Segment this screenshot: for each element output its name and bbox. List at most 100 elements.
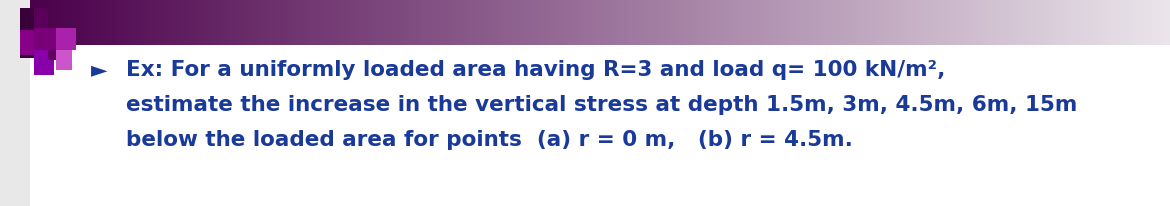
Bar xyxy=(1124,0,1128,45)
Bar xyxy=(455,0,460,45)
Bar xyxy=(349,0,353,45)
Bar xyxy=(1136,0,1140,45)
Bar xyxy=(881,0,885,45)
Bar xyxy=(1143,0,1148,45)
Bar xyxy=(573,0,577,45)
Bar xyxy=(429,0,433,45)
Bar xyxy=(1109,0,1113,45)
Bar xyxy=(433,0,436,45)
Bar xyxy=(418,0,421,45)
Bar xyxy=(889,0,893,45)
Bar xyxy=(1037,0,1041,45)
Bar xyxy=(732,0,737,45)
Bar xyxy=(137,0,140,45)
Bar xyxy=(653,0,658,45)
Bar xyxy=(394,0,399,45)
Bar xyxy=(490,0,494,45)
Bar xyxy=(778,0,783,45)
Bar xyxy=(528,0,531,45)
Bar xyxy=(577,0,581,45)
Bar xyxy=(311,0,315,45)
Bar xyxy=(56,28,76,50)
Bar xyxy=(174,0,178,45)
Bar xyxy=(186,0,190,45)
Bar xyxy=(292,0,296,45)
Bar xyxy=(56,0,61,45)
Bar xyxy=(1133,0,1136,45)
Bar xyxy=(333,0,338,45)
Bar xyxy=(790,0,793,45)
Text: below the loaded area for points  (a) r = 0 m,   (b) r = 4.5m.: below the loaded area for points (a) r =… xyxy=(126,130,853,150)
Bar xyxy=(516,0,521,45)
Bar xyxy=(91,0,95,45)
Bar xyxy=(303,0,308,45)
Bar xyxy=(1155,0,1158,45)
Bar xyxy=(1011,0,1014,45)
Bar xyxy=(308,0,311,45)
Bar xyxy=(342,0,345,45)
Bar xyxy=(1097,0,1102,45)
Bar xyxy=(1026,0,1030,45)
Bar xyxy=(813,0,817,45)
Bar xyxy=(820,0,824,45)
Bar xyxy=(1163,0,1166,45)
Bar xyxy=(360,0,364,45)
Bar xyxy=(1033,0,1037,45)
Bar xyxy=(957,0,961,45)
Bar xyxy=(1148,0,1151,45)
Bar xyxy=(406,0,409,45)
Bar xyxy=(193,0,198,45)
Bar xyxy=(543,0,546,45)
Bar xyxy=(277,0,281,45)
Bar xyxy=(117,0,122,45)
Bar xyxy=(83,0,87,45)
Bar xyxy=(718,0,722,45)
Bar xyxy=(775,0,778,45)
Bar xyxy=(793,0,798,45)
Bar xyxy=(562,0,566,45)
Bar xyxy=(688,0,691,45)
Bar xyxy=(1041,0,1045,45)
Bar xyxy=(832,0,835,45)
Bar xyxy=(98,0,102,45)
Bar xyxy=(1021,0,1026,45)
Bar xyxy=(915,0,920,45)
Bar xyxy=(1079,0,1082,45)
Bar xyxy=(824,0,828,45)
Bar xyxy=(615,0,619,45)
Bar xyxy=(497,0,501,45)
Bar xyxy=(494,0,497,45)
Bar xyxy=(95,0,98,45)
Bar xyxy=(243,0,247,45)
Bar xyxy=(722,0,725,45)
Bar xyxy=(725,0,729,45)
Bar xyxy=(835,0,839,45)
Bar xyxy=(642,0,646,45)
Bar xyxy=(847,0,851,45)
Bar xyxy=(1087,0,1090,45)
Bar xyxy=(969,0,972,45)
Bar xyxy=(1121,0,1124,45)
Bar xyxy=(414,0,418,45)
Bar xyxy=(808,0,813,45)
Bar xyxy=(223,0,228,45)
Bar xyxy=(646,0,649,45)
Bar xyxy=(281,0,284,45)
Bar xyxy=(37,0,41,45)
Bar xyxy=(402,0,406,45)
Bar xyxy=(950,0,954,45)
Bar xyxy=(505,0,509,45)
Bar xyxy=(254,0,259,45)
Text: Ex: For a uniformly loaded area having R=3 and load q= 100 kN/m²,: Ex: For a uniformly loaded area having R… xyxy=(126,60,945,80)
Bar xyxy=(1113,0,1117,45)
Bar xyxy=(208,0,213,45)
Bar xyxy=(1052,0,1057,45)
Bar xyxy=(49,0,53,45)
Bar xyxy=(1102,0,1106,45)
Bar xyxy=(330,0,333,45)
Bar xyxy=(410,0,414,45)
Bar xyxy=(440,0,445,45)
Bar xyxy=(828,0,832,45)
Bar xyxy=(384,0,387,45)
Bar xyxy=(201,0,205,45)
